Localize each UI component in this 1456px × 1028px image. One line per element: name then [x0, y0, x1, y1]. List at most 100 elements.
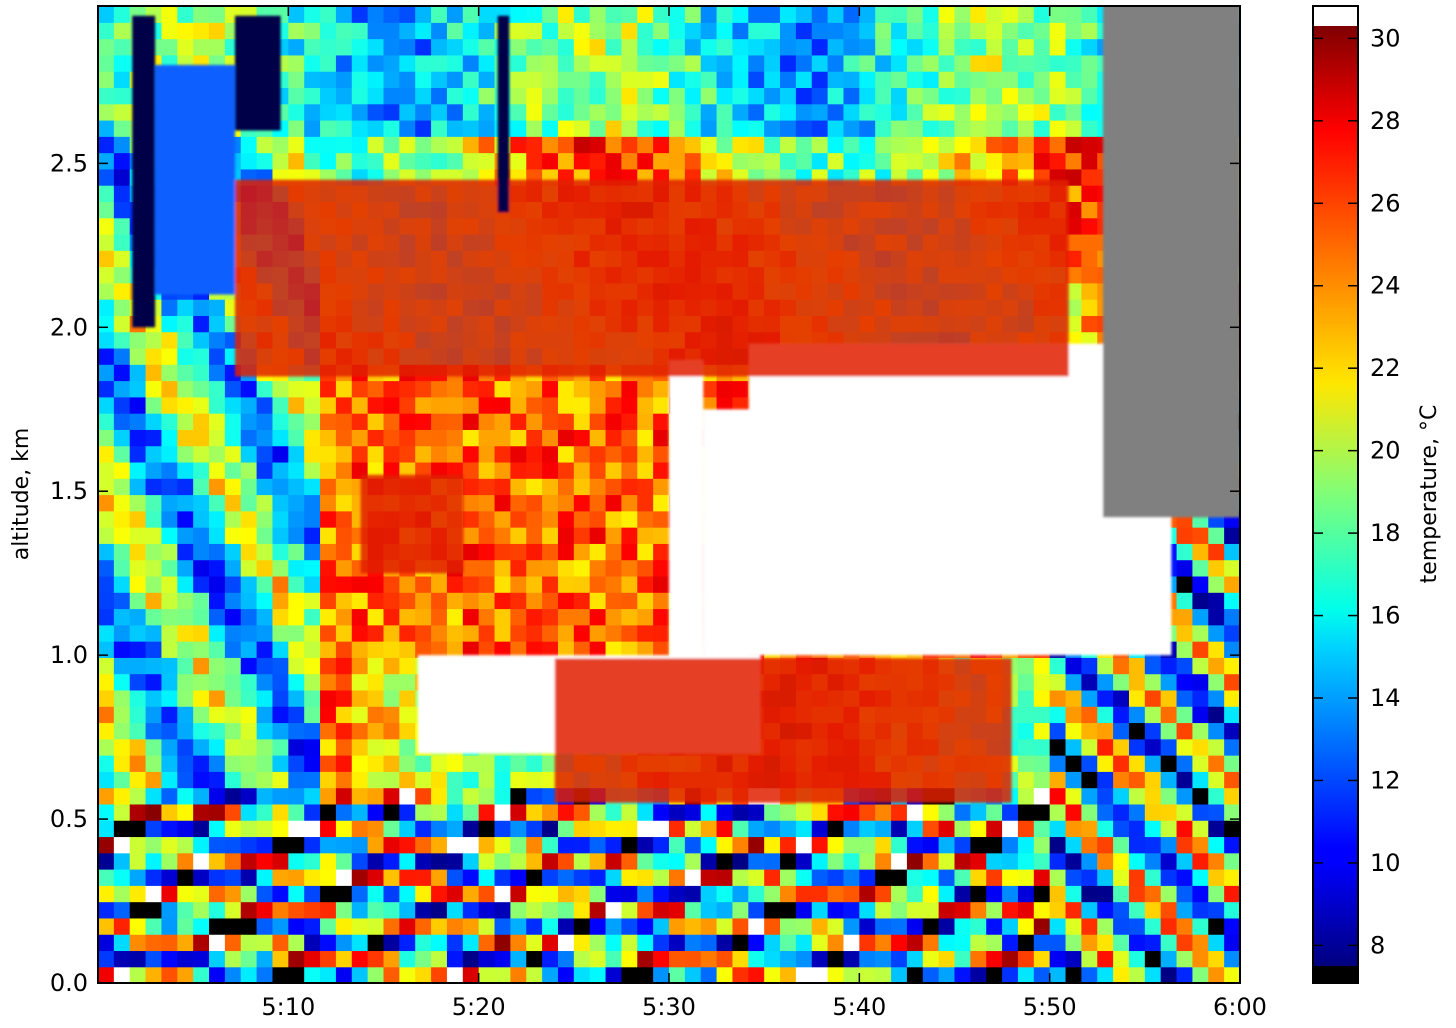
heatmap-cell [1208, 706, 1225, 724]
heatmap-cell [415, 429, 432, 447]
heatmap-cell [748, 103, 765, 121]
heatmap-cell [700, 901, 718, 919]
heatmap-cell [272, 917, 289, 935]
heatmap-cell [1224, 641, 1240, 658]
heatmap-cell [1033, 755, 1051, 772]
heatmap-cell [1128, 722, 1146, 740]
heatmap-cell [98, 820, 115, 838]
heatmap-cell [383, 852, 400, 870]
heatmap-cell [399, 608, 416, 626]
heatmap-cell [589, 852, 607, 870]
heatmap-cell [383, 885, 400, 903]
heatmap-cell [1049, 787, 1067, 805]
heatmap-cell [272, 706, 289, 724]
heatmap-cell [478, 950, 496, 968]
heatmap-cell [1002, 869, 1019, 886]
heatmap-feature [497, 15, 510, 213]
heatmap-cell [161, 608, 178, 626]
heatmap-cell [1002, 119, 1019, 137]
heatmap-cell [573, 38, 591, 56]
heatmap-cell [1081, 803, 1098, 821]
heatmap-cell [859, 136, 876, 154]
heatmap-cell [415, 380, 432, 398]
heatmap-cell [1192, 673, 1209, 691]
heatmap-cell [478, 494, 496, 512]
heatmap-cell [351, 152, 369, 170]
heatmap-cell [573, 445, 591, 463]
heatmap-cell [351, 413, 369, 430]
heatmap-cell [637, 396, 654, 414]
heatmap-cell [1049, 6, 1067, 23]
heatmap-cell [1065, 22, 1082, 40]
heatmap-cell [272, 559, 289, 577]
heatmap-cell [1113, 820, 1130, 838]
heatmap-cell [478, 803, 496, 821]
heatmap-cell [827, 38, 845, 56]
heatmap-cell [1176, 771, 1194, 789]
heatmap-cell [637, 413, 654, 430]
heatmap-cell [145, 559, 163, 577]
heatmap-cell [113, 233, 131, 251]
heatmap-cell [1065, 87, 1082, 105]
heatmap-cell [367, 836, 385, 854]
y-tick-label: 0.5 [50, 805, 88, 833]
heatmap-cell [98, 657, 115, 675]
heatmap-cell [1224, 787, 1240, 805]
heatmap-cell [621, 413, 638, 430]
heatmap-cell [1002, 38, 1019, 56]
heatmap-cell [462, 38, 480, 56]
heatmap-cell [98, 217, 115, 235]
heatmap-cell [383, 722, 400, 740]
heatmap-cell [320, 836, 337, 854]
heatmap-cell [272, 771, 289, 789]
heatmap-cell [478, 641, 496, 658]
heatmap-cell [462, 543, 480, 561]
heatmap-cell [462, 950, 480, 968]
heatmap-cell [304, 771, 321, 789]
heatmap-cell [780, 852, 797, 870]
heatmap-cell [653, 396, 670, 414]
heatmap-cell [399, 38, 416, 56]
heatmap-cell [129, 608, 147, 626]
heatmap-cell [113, 673, 131, 691]
heatmap-cell [764, 934, 781, 952]
heatmap-cell [986, 71, 1003, 89]
heatmap-cell [288, 673, 305, 691]
heatmap-cell [446, 852, 464, 870]
heatmap-cell [240, 689, 258, 707]
heatmap-cell [1097, 787, 1114, 805]
heatmap-cell [98, 803, 115, 821]
heatmap-cell [478, 6, 496, 23]
heatmap-cell [811, 136, 829, 154]
heatmap-cell [351, 820, 369, 838]
colorbar-tick-label: 28 [1370, 107, 1401, 135]
heatmap-cell [193, 575, 210, 593]
heatmap-cell [129, 445, 147, 463]
heatmap-cell [240, 869, 258, 886]
heatmap-cell [256, 885, 274, 903]
heatmap-cell [129, 755, 147, 772]
heatmap-cell [209, 738, 226, 756]
heatmap-cell [510, 608, 527, 626]
heatmap-cell [304, 917, 321, 935]
heatmap-cell [1192, 917, 1209, 935]
heatmap-cell [145, 347, 163, 365]
heatmap-cell [272, 885, 289, 903]
heatmap-cell [970, 803, 987, 821]
heatmap-cell [98, 201, 115, 219]
heatmap-cell [431, 901, 448, 919]
heatmap-cell [367, 624, 385, 642]
heatmap-cell [304, 559, 321, 577]
heatmap-cell [209, 885, 226, 903]
heatmap-cell [780, 136, 797, 154]
heatmap-cell [1049, 152, 1067, 170]
heatmap-cell [335, 592, 353, 610]
heatmap-cell [922, 22, 940, 40]
heatmap-cell [542, 771, 559, 789]
heatmap-cell [732, 820, 749, 838]
heatmap-cell [938, 6, 956, 23]
heatmap-cell [1017, 885, 1035, 903]
heatmap-cell [589, 575, 607, 593]
heatmap-cell [1097, 934, 1114, 952]
heatmap-cell [335, 869, 353, 886]
